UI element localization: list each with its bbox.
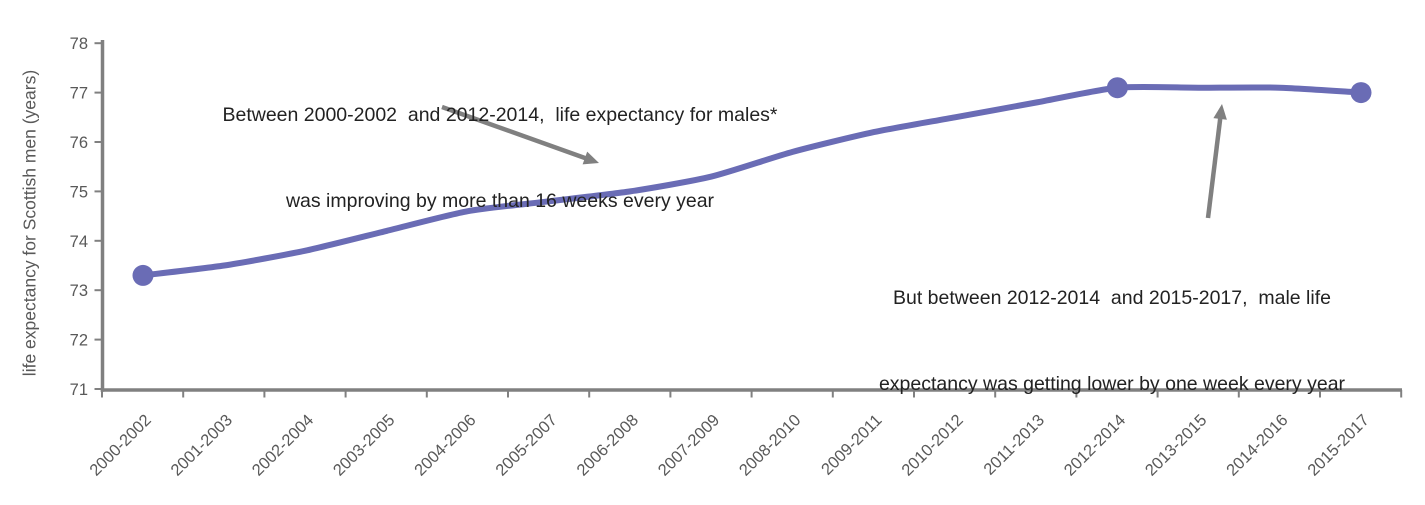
x-tick-label: 2000-2002 bbox=[86, 411, 155, 480]
annotation-arrow-head bbox=[582, 151, 599, 165]
x-tick-label: 2001-2003 bbox=[167, 411, 236, 480]
y-tick-label: 73 bbox=[70, 282, 88, 300]
annotation-arrow-line bbox=[1205, 115, 1223, 219]
y-tick-label: 72 bbox=[70, 332, 88, 350]
x-tick-label: 2003-2005 bbox=[330, 411, 399, 480]
data-line bbox=[140, 83, 1364, 279]
x-tick-label: 2002-2004 bbox=[249, 411, 318, 480]
annotation-improving-line2: was improving by more than 16 weeks ever… bbox=[285, 189, 715, 212]
annotation-arrow-head bbox=[1213, 104, 1227, 120]
y-tick-label: 77 bbox=[70, 85, 88, 103]
y-tick-label: 75 bbox=[70, 183, 88, 201]
data-point-marker bbox=[132, 264, 154, 286]
annotation-improving-line1: Between 2000-2002 and 2012-2014, life ex… bbox=[222, 104, 778, 126]
data-point-marker bbox=[1106, 77, 1128, 99]
annotation-arrow-line bbox=[441, 104, 589, 162]
y-axis-title: life expectancy for Scottish men (years) bbox=[19, 69, 40, 377]
y-tick-label: 78 bbox=[70, 35, 88, 53]
annotation-declining-line2: expectancy was getting lower by one week… bbox=[878, 372, 1346, 395]
x-tick-label: 2007-2009 bbox=[655, 411, 724, 480]
annotation-improving: Between 2000-2002 and 2012-2014, life ex… bbox=[170, 44, 830, 272]
annotation-declining-line1: But between 2012-2014 and 2015-2017, mal… bbox=[893, 287, 1331, 309]
y-tick-label: 74 bbox=[70, 233, 88, 251]
x-tick-label: 2005-2007 bbox=[492, 411, 561, 480]
x-tick-label: 2008-2010 bbox=[736, 411, 805, 480]
data-point-marker bbox=[1350, 82, 1372, 104]
x-tick-label: 2006-2008 bbox=[573, 411, 642, 480]
y-tick-label: 76 bbox=[70, 134, 88, 152]
annotation-declining: But between 2012-2014 and 2015-2017, mal… bbox=[812, 227, 1412, 455]
y-tick-label: 71 bbox=[70, 381, 88, 399]
x-tick-label: 2004-2006 bbox=[411, 411, 480, 480]
